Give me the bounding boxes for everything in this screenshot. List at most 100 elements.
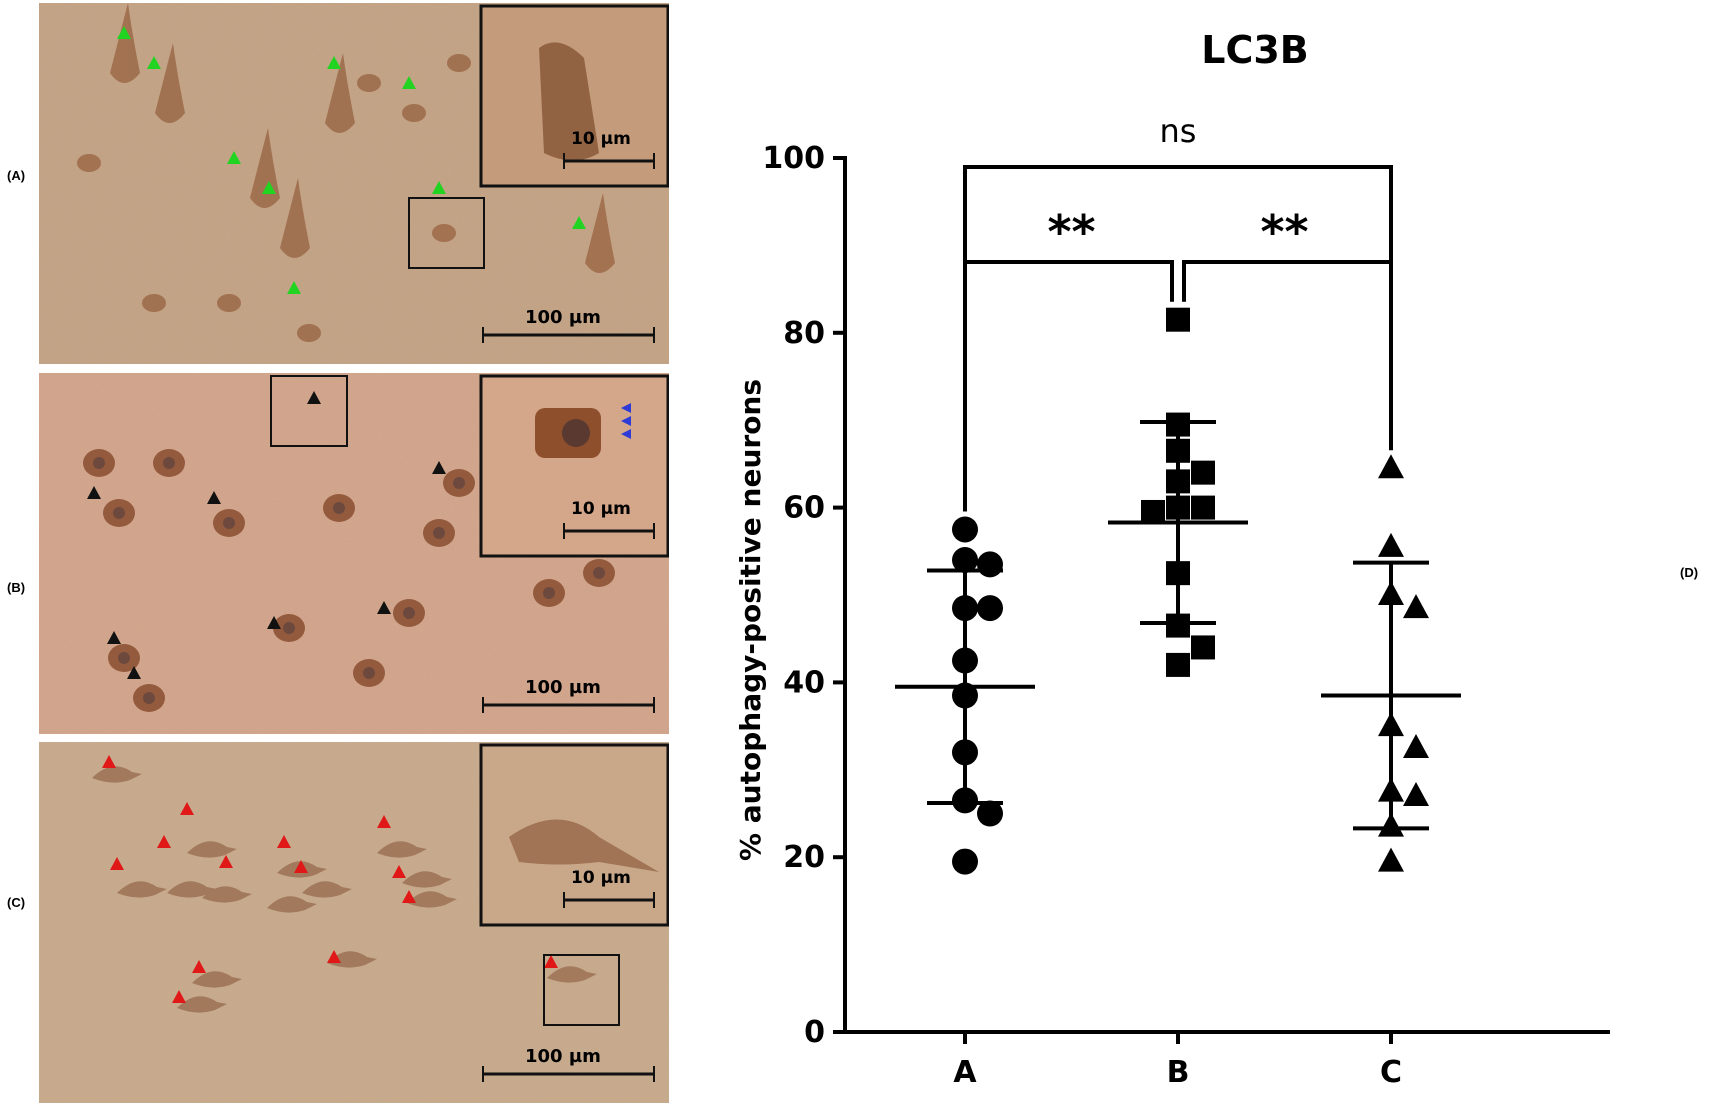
arrowhead-marker xyxy=(117,26,131,39)
cell-nucleus xyxy=(363,667,375,679)
y-tick-label: 0 xyxy=(804,1015,825,1050)
y-tick-label: 20 xyxy=(783,840,825,875)
neuron-cells xyxy=(83,449,615,712)
cell-nucleus xyxy=(543,587,555,599)
cell-nucleus xyxy=(333,502,345,514)
main-scale-bar: 100 µm xyxy=(482,1046,655,1082)
neuron-cell xyxy=(187,841,237,858)
neuron-cell xyxy=(357,74,381,92)
cell-nucleus xyxy=(593,567,605,579)
arrowhead-marker xyxy=(262,181,276,194)
neuron-cell xyxy=(280,178,310,258)
panel-label-c: (C) xyxy=(7,895,26,910)
y-tick-label: 40 xyxy=(783,665,825,700)
data-point-triangle xyxy=(1378,581,1404,605)
data-point-square xyxy=(1166,613,1190,638)
cell-nucleus xyxy=(223,517,235,529)
bracket-label-b-c: ** xyxy=(1260,205,1308,259)
bracket-a-b xyxy=(963,260,1174,512)
bracket-label-a-b: ** xyxy=(1047,205,1095,259)
neuron-cell xyxy=(77,154,101,172)
inset: 10 µm xyxy=(479,374,669,558)
cell-nucleus xyxy=(433,527,445,539)
arrowhead-marker xyxy=(267,616,281,629)
arrowhead-marker xyxy=(180,802,194,815)
neuron-cell xyxy=(432,224,456,242)
x-tick-label: A xyxy=(953,1055,977,1090)
arrowhead-marker xyxy=(402,890,416,903)
data-point-triangle xyxy=(1378,712,1404,737)
data-point-circle xyxy=(977,595,1003,622)
neuron-cell xyxy=(302,881,352,898)
cell-nucleus xyxy=(283,622,295,634)
data-point-square xyxy=(1166,469,1190,494)
cell-nucleus xyxy=(143,692,155,704)
data-point-triangle xyxy=(1378,454,1404,479)
significance-brackets: ns ** ** xyxy=(963,112,1393,512)
arrowhead-marker xyxy=(157,835,171,848)
data-point-square xyxy=(1191,460,1215,485)
arrowhead-marker xyxy=(207,491,221,504)
neuron-arrowheads xyxy=(87,391,586,679)
main-scale-label: 100 µm xyxy=(525,307,601,328)
arrowhead-marker xyxy=(127,666,141,679)
main-scale-bar: 100 µm xyxy=(482,677,655,713)
main-scale-label: 100 µm xyxy=(525,677,601,698)
data-point-triangle xyxy=(1378,532,1404,557)
x-tick-label: C xyxy=(1380,1055,1402,1090)
data-point-circle xyxy=(952,516,978,543)
neuron-cell xyxy=(167,881,217,898)
x-ticks: A B C xyxy=(953,1032,1402,1090)
micrograph-panel-b: 10 µm 100 µm xyxy=(39,373,669,734)
arrowhead-marker xyxy=(544,955,558,968)
cell-nucleus xyxy=(453,477,465,489)
arrowhead-marker xyxy=(147,56,161,69)
neuron-cell xyxy=(142,294,166,312)
bracket-label-a-c: ns xyxy=(1160,112,1197,150)
neuron-arrowheads xyxy=(102,755,558,1003)
data-point-circle xyxy=(977,800,1003,827)
cell-nucleus xyxy=(118,652,130,664)
neuron-cell xyxy=(110,3,140,83)
y-tick-label: 80 xyxy=(783,316,825,351)
neuron-cell xyxy=(407,891,457,908)
data-point-circle xyxy=(952,848,978,875)
micrograph-panel-a: 10 µm 100 µm xyxy=(39,3,669,364)
arrowhead-marker xyxy=(572,216,586,229)
data-point-square xyxy=(1166,307,1190,332)
arrowhead-marker xyxy=(192,960,206,973)
y-tick-label: 60 xyxy=(783,491,825,526)
arrowhead-marker xyxy=(219,855,233,868)
data-point-square xyxy=(1166,652,1190,677)
y-axis-label: % autophagy-positive neurons xyxy=(734,379,767,861)
data-point-square xyxy=(1141,499,1165,524)
arrowhead-marker xyxy=(277,835,291,848)
neuron-cell xyxy=(297,324,321,342)
arrowhead-marker xyxy=(377,815,391,828)
cell-nucleus xyxy=(163,457,175,469)
roi-box xyxy=(408,197,485,269)
neuron-cells xyxy=(77,3,615,342)
arrowhead-marker xyxy=(432,461,446,474)
arrowhead-marker xyxy=(402,76,416,89)
arrowhead-marker xyxy=(110,857,124,870)
neuron-cell xyxy=(177,996,227,1013)
data-point-square xyxy=(1166,561,1190,586)
neuron-cell xyxy=(202,886,252,903)
axes xyxy=(843,156,1610,1034)
arrowhead-marker xyxy=(327,56,341,69)
data-point-circle xyxy=(952,787,978,814)
neuron-cell xyxy=(377,841,427,858)
bracket-a-c xyxy=(963,165,1393,312)
main-scale-label: 100 µm xyxy=(525,1046,601,1067)
panel-label-d: (D) xyxy=(1680,565,1699,580)
data-point-square xyxy=(1191,635,1215,660)
neuron-cell xyxy=(267,896,317,913)
inset: 10 µm xyxy=(479,4,669,188)
cell-nucleus xyxy=(403,607,415,619)
cell-nucleus xyxy=(113,507,125,519)
data-points xyxy=(952,307,1429,875)
neuron-cell xyxy=(585,193,615,273)
neuron-cell xyxy=(192,971,242,988)
data-point-circle xyxy=(952,595,978,622)
